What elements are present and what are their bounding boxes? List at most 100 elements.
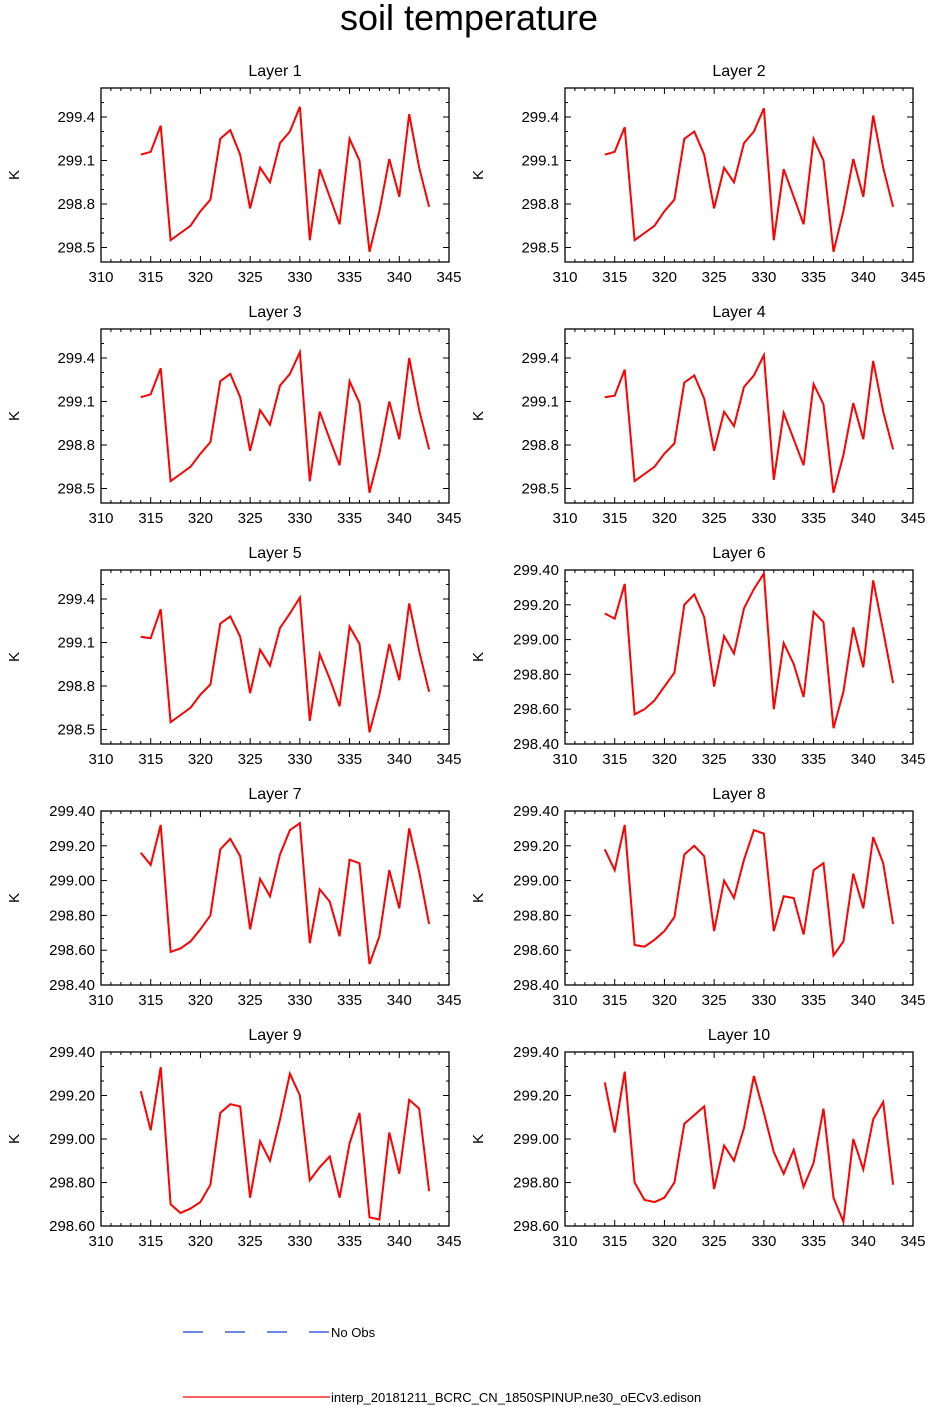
x-tick-label: 330	[287, 1233, 312, 1250]
panel-layer-5: Layer 5 310 315 320 325 330 335 340 345 298.5 298.…	[6, 545, 462, 768]
y-tick-label: 299.00	[513, 632, 559, 649]
x-tick-label: 330	[751, 1233, 776, 1250]
y-tick-label: 298.5	[521, 240, 559, 257]
plot-frame	[564, 569, 914, 745]
x-tick-label: 340	[387, 751, 412, 768]
y-tick-label: 298.60	[49, 1218, 95, 1235]
y-tick-label: 299.00	[49, 873, 95, 890]
panel-title: Layer 5	[248, 545, 301, 562]
x-tick-label: 335	[801, 751, 826, 768]
legend-label-model: interp_20181211_BCRC_CN_1850SPINUP.ne30_…	[331, 1390, 701, 1405]
x-tick-label: 330	[287, 510, 312, 527]
x-tick-label: 345	[900, 992, 925, 1009]
x-tick-label: 340	[851, 510, 876, 527]
panel-title: Layer 9	[248, 1027, 301, 1044]
x-tick-label: 310	[88, 751, 113, 768]
y-tick-label: 299.20	[513, 597, 559, 614]
plot-frame	[100, 810, 450, 986]
y-tick-label: 298.8	[57, 196, 95, 213]
y-tick-label: 299.4	[57, 109, 95, 126]
y-axis-label: K	[6, 1134, 23, 1144]
plot-frame	[564, 87, 914, 263]
x-tick-label: 325	[702, 510, 727, 527]
x-tick-label: 345	[436, 510, 461, 527]
x-tick-label: 310	[552, 1233, 577, 1250]
panel-layer-9: Layer 9 310 315 320 325 330 335 340 345 298.60 298…	[6, 1027, 462, 1250]
y-tick-label: 299.20	[49, 838, 95, 855]
y-axis-label: K	[470, 170, 487, 180]
x-tick-label: 330	[287, 992, 312, 1009]
x-tick-label: 345	[900, 751, 925, 768]
x-tick-label: 320	[652, 1233, 677, 1250]
x-tick-label: 310	[552, 269, 577, 286]
panel-layer-1: Layer 1 310 315 320 325 330 335 340 345 298.5 298.…	[6, 63, 462, 286]
y-tick-label: 299.1	[57, 635, 95, 652]
y-tick-label: 299.00	[49, 1131, 95, 1148]
x-tick-label: 310	[88, 510, 113, 527]
panel-layer-6: Layer 6 310 315 320 325 330 335 340 345 298.40 298…	[470, 545, 926, 768]
legend-entry-model: interp_20181211_BCRC_CN_1850SPINUP.ne30_…	[183, 1390, 701, 1405]
x-tick-label: 345	[900, 269, 925, 286]
x-tick-label: 345	[436, 1233, 461, 1250]
x-tick-label: 330	[751, 751, 776, 768]
x-tick-label: 345	[436, 269, 461, 286]
y-tick-label: 298.40	[49, 977, 95, 994]
x-tick-label: 325	[238, 1233, 263, 1250]
y-axis-label: K	[470, 893, 487, 903]
series-line	[603, 824, 895, 959]
y-tick-label: 298.80	[513, 907, 559, 924]
x-tick-label: 310	[88, 1233, 113, 1250]
series-line	[140, 821, 431, 965]
y-axis-label: K	[6, 893, 23, 903]
y-tick-label: 298.60	[513, 1218, 559, 1235]
panel-title: Layer 1	[248, 63, 301, 80]
figure-title: soil temperature	[340, 0, 598, 38]
x-tick-label: 315	[602, 992, 627, 1009]
plot-frame	[100, 328, 450, 504]
x-tick-label: 320	[188, 1233, 213, 1250]
y-tick-label: 299.4	[57, 350, 95, 367]
y-axis-label: K	[470, 652, 487, 662]
x-tick-label: 315	[138, 510, 163, 527]
legend: No Obs interp_20181211_BCRC_CN_1850SPINU…	[183, 1325, 701, 1405]
x-tick-label: 315	[138, 269, 163, 286]
y-tick-label: 298.8	[521, 437, 559, 454]
panel-layer-3: Layer 3 310 315 320 325 330 335 340 345 298.5 298.…	[6, 304, 462, 527]
series-line	[604, 570, 895, 729]
x-tick-label: 320	[188, 269, 213, 286]
x-tick-label: 335	[801, 992, 826, 1009]
y-tick-label: 299.1	[521, 394, 559, 411]
y-tick-label: 298.80	[49, 1175, 95, 1192]
x-tick-label: 320	[188, 510, 213, 527]
x-tick-label: 330	[287, 751, 312, 768]
x-tick-label: 315	[138, 992, 163, 1009]
y-tick-label: 299.40	[49, 803, 95, 820]
x-tick-label: 335	[801, 269, 826, 286]
x-tick-label: 315	[602, 269, 627, 286]
x-tick-label: 325	[702, 751, 727, 768]
series-line	[604, 351, 895, 494]
x-tick-label: 315	[138, 751, 163, 768]
y-tick-label: 299.20	[513, 838, 559, 855]
y-tick-label: 299.1	[521, 153, 559, 170]
y-tick-label: 298.5	[57, 722, 95, 739]
x-tick-label: 335	[801, 510, 826, 527]
y-tick-label: 299.4	[57, 591, 95, 608]
x-tick-label: 335	[337, 510, 362, 527]
x-tick-label: 325	[702, 992, 727, 1009]
y-tick-label: 299.40	[513, 562, 559, 579]
y-tick-label: 299.00	[513, 1131, 559, 1148]
panel-title: Layer 3	[248, 304, 301, 321]
x-tick-label: 330	[287, 269, 312, 286]
y-tick-label: 298.8	[521, 196, 559, 213]
y-tick-label: 299.00	[513, 873, 559, 890]
x-tick-label: 315	[602, 1233, 627, 1250]
series-line	[140, 106, 431, 253]
panel-layer-8: Layer 8 310 315 320 325 330 335 340 345 298.40 298…	[470, 786, 926, 1009]
x-tick-label: 340	[851, 269, 876, 286]
y-tick-label: 298.80	[513, 1175, 559, 1192]
x-tick-label: 320	[188, 751, 213, 768]
y-tick-label: 298.80	[513, 666, 559, 683]
series-line	[140, 348, 431, 494]
y-tick-label: 299.20	[513, 1088, 559, 1105]
